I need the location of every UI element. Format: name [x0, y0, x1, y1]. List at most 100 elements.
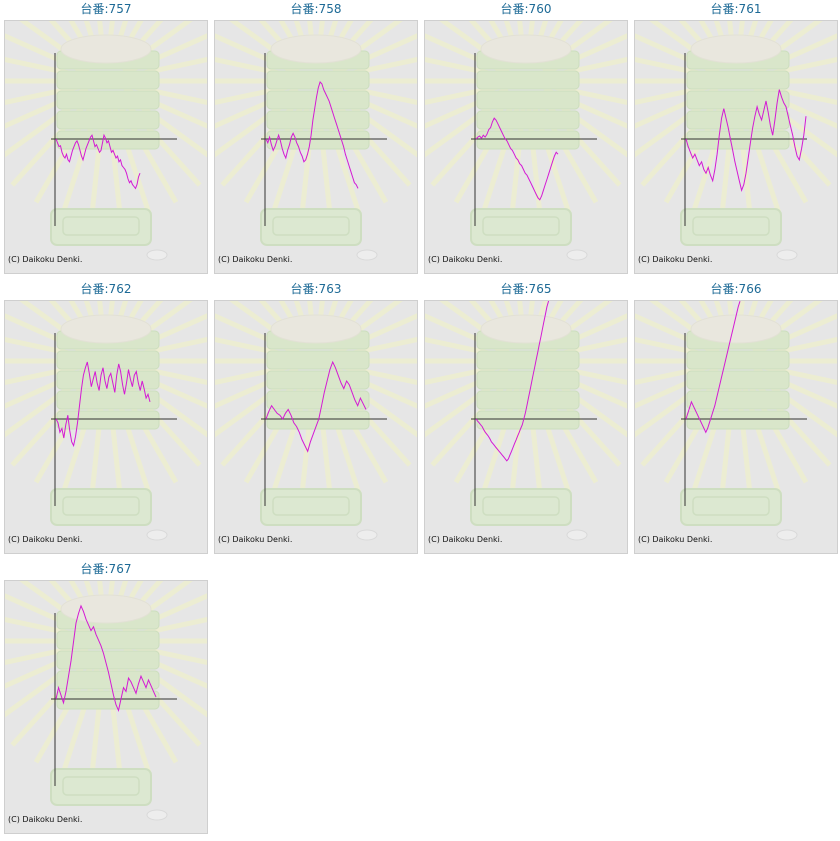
chart-title[interactable]: 台番:757 — [80, 2, 132, 16]
tray-top — [480, 314, 572, 344]
coin-icon — [566, 529, 588, 541]
tray-top — [60, 34, 152, 64]
chart-panel: (C) Daikoku Denki. — [634, 20, 838, 274]
coin-icon — [776, 249, 798, 261]
tray-base — [680, 208, 782, 246]
chart-title[interactable]: 台番:767 — [80, 562, 132, 576]
tray-block — [56, 110, 160, 130]
tray-base-inner — [692, 496, 770, 516]
series-line — [55, 133, 141, 190]
chart-title[interactable]: 台番:760 — [500, 2, 552, 16]
tray-top — [690, 34, 782, 64]
series-line — [475, 117, 559, 201]
tray-block — [266, 350, 370, 370]
chart-title[interactable]: 台番:766 — [710, 282, 762, 296]
chart-title[interactable]: 台番:758 — [290, 2, 342, 16]
copyright-text: (C) Daikoku Denki. — [218, 255, 293, 264]
series-line — [55, 361, 151, 448]
tray-base — [470, 208, 572, 246]
copyright-text: (C) Daikoku Denki. — [638, 255, 713, 264]
background-illustration — [5, 581, 207, 821]
tray-base — [470, 488, 572, 526]
chart-panel: (C) Daikoku Denki. — [424, 300, 628, 554]
tray-top — [270, 314, 362, 344]
background-illustration — [215, 301, 417, 541]
copyright-text: (C) Daikoku Denki. — [428, 535, 503, 544]
chart-panel: (C) Daikoku Denki. — [424, 20, 628, 274]
chart-cell-767: 台番:767 (C) Daikoku Denki. — [4, 560, 208, 836]
tray-block — [56, 130, 160, 150]
tray-top — [60, 314, 152, 344]
tray-block — [266, 130, 370, 150]
background-illustration — [635, 21, 837, 261]
tray-block — [476, 350, 580, 370]
tray-base — [260, 488, 362, 526]
copyright-text: (C) Daikoku Denki. — [8, 255, 83, 264]
tray-base — [260, 208, 362, 246]
chart-cell-763: 台番:763 (C) Daikoku Denki. — [214, 280, 418, 556]
tray-block — [686, 90, 790, 110]
chart-cell-761: 台番:761 (C) Daikoku Denki. — [634, 0, 838, 276]
tray-block — [476, 70, 580, 90]
chart-cell-766: 台番:766 (C) Daikoku Denki. — [634, 280, 838, 556]
series-line — [55, 604, 157, 713]
series-line — [685, 301, 741, 434]
tray-block — [56, 90, 160, 110]
chart-svg — [5, 581, 207, 821]
chart-title[interactable]: 台番:761 — [710, 2, 762, 16]
tray-block — [476, 370, 580, 390]
tray-base — [50, 488, 152, 526]
chart-panel: (C) Daikoku Denki. — [4, 20, 208, 274]
copyright-text: (C) Daikoku Denki. — [8, 535, 83, 544]
tray-base — [50, 768, 152, 806]
tray-block — [476, 110, 580, 130]
tray-block — [56, 670, 160, 690]
chart-cell-762: 台番:762 (C) Daikoku Denki. — [4, 280, 208, 556]
chart-cell-758: 台番:758 (C) Daikoku Denki. — [214, 0, 418, 276]
chart-panel: (C) Daikoku Denki. — [4, 300, 208, 554]
tray-block — [476, 90, 580, 110]
tray-base-inner — [482, 216, 560, 236]
coin-icon — [356, 249, 378, 261]
chart-svg — [425, 21, 627, 261]
tray-base-inner — [692, 216, 770, 236]
tray-block — [266, 110, 370, 130]
background-illustration — [425, 21, 627, 261]
coin-icon — [356, 529, 378, 541]
tray-block — [476, 130, 580, 150]
tray-base-inner — [62, 216, 140, 236]
tray-block — [56, 690, 160, 710]
coin-icon — [146, 529, 168, 541]
chart-title[interactable]: 台番:763 — [290, 282, 342, 296]
background-illustration — [425, 301, 627, 541]
tray-block — [56, 410, 160, 430]
coin-icon — [566, 249, 588, 261]
copyright-text: (C) Daikoku Denki. — [8, 815, 83, 824]
series-line — [265, 360, 367, 453]
chart-panel: (C) Daikoku Denki. — [214, 300, 418, 554]
tray-block — [686, 410, 790, 430]
tray-block — [686, 70, 790, 90]
chart-svg — [215, 21, 417, 261]
coin-icon — [146, 249, 168, 261]
tray-base-inner — [62, 776, 140, 796]
tray-block — [266, 370, 370, 390]
background-illustration — [635, 301, 837, 541]
series-line — [265, 81, 359, 189]
series-line — [685, 89, 807, 192]
chart-title[interactable]: 台番:762 — [80, 282, 132, 296]
chart-cell-765: 台番:765 (C) Daikoku Denki. — [424, 280, 628, 556]
chart-title[interactable]: 台番:765 — [500, 282, 552, 296]
tray-top — [480, 34, 572, 64]
tray-block — [56, 630, 160, 650]
tray-block — [56, 350, 160, 370]
copyright-text: (C) Daikoku Denki. — [638, 535, 713, 544]
tray-base-inner — [482, 496, 560, 516]
chart-panel: (C) Daikoku Denki. — [634, 300, 838, 554]
tray-top — [270, 34, 362, 64]
chart-svg — [635, 301, 837, 541]
tray-block — [476, 410, 580, 430]
tray-block — [686, 130, 790, 150]
chart-svg — [5, 301, 207, 541]
chart-svg — [5, 21, 207, 261]
